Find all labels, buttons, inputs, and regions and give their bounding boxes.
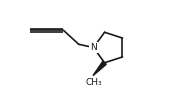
Text: CH₃: CH₃ <box>85 78 102 87</box>
Text: N: N <box>90 43 97 52</box>
Polygon shape <box>93 61 106 75</box>
